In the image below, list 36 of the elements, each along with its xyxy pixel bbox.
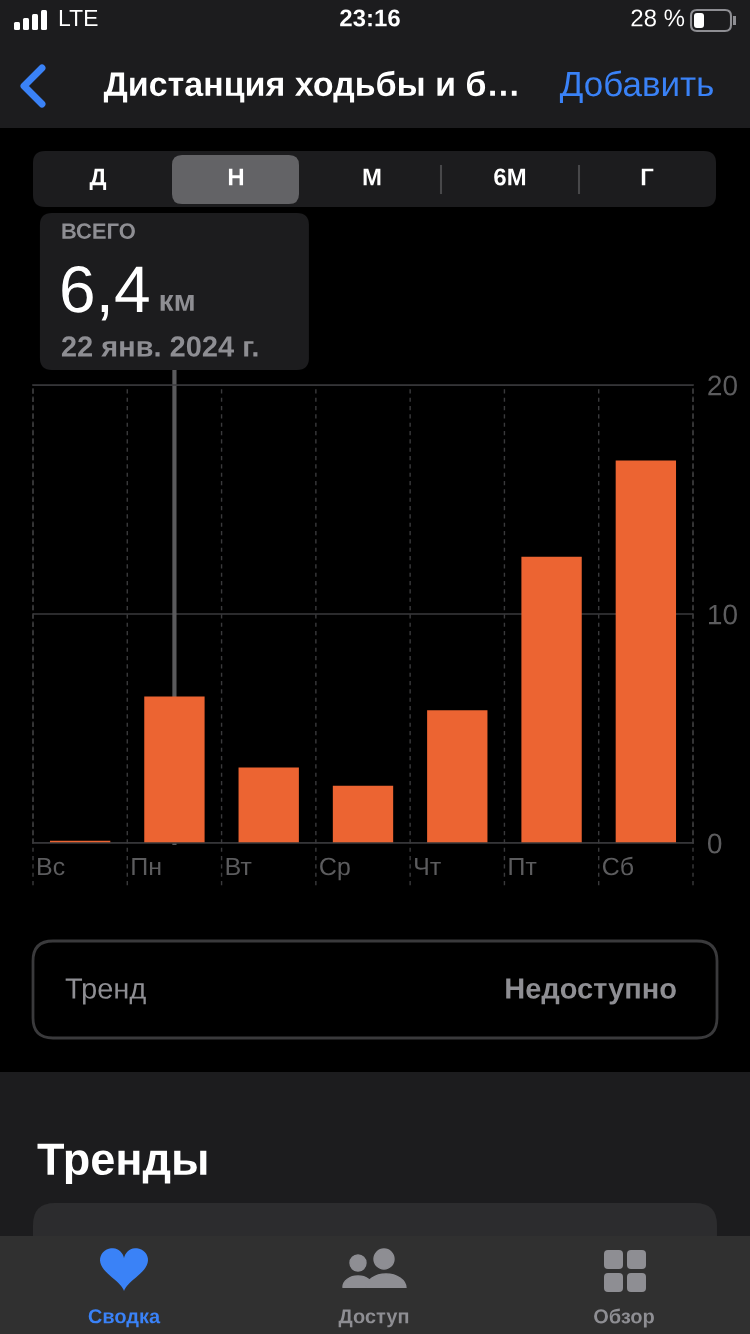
text: Обзор (594, 1308, 654, 1328)
bar (615, 460, 677, 843)
bar (332, 785, 394, 843)
x-tick-label: Вс (38, 857, 65, 876)
text: LTE (59, 10, 98, 26)
text: Добавить (559, 70, 713, 104)
text: 22 янв. 2024 г. (61, 336, 258, 357)
x-tick-label: Пн (132, 857, 161, 876)
text: Г (641, 168, 654, 186)
text: Н (228, 168, 244, 186)
text: 6М (494, 168, 526, 186)
y-tick-label: 20 (708, 375, 737, 396)
text: М (363, 168, 381, 186)
x-tick-label: Сб (602, 856, 634, 876)
bar (427, 710, 488, 843)
text: км (160, 294, 194, 311)
text: Тренд (65, 978, 146, 1005)
text: Тренды (37, 1143, 207, 1184)
text: 28 % (631, 9, 685, 27)
text: ВСЕГО (62, 223, 135, 239)
text: Доступ (338, 1309, 409, 1328)
bar (144, 696, 205, 843)
text: Недоступно (506, 978, 676, 1005)
text: 6,4 (62, 265, 149, 321)
chart-title: Дистанция ходьбы и б… (103, 70, 517, 103)
bar (521, 556, 582, 843)
text: Д (89, 168, 107, 190)
bar (238, 767, 299, 843)
x-tick-label: Ср (320, 857, 350, 881)
x-tick-label: Чт (415, 857, 441, 876)
x-tick-label: Пт (509, 857, 537, 876)
y-tick-label: 0 (707, 833, 722, 854)
x-tick-label: Вт (226, 857, 252, 876)
text: Сводка (88, 1309, 161, 1328)
y-tick-label: 10 (709, 604, 737, 625)
text: 23:16 (340, 9, 400, 27)
